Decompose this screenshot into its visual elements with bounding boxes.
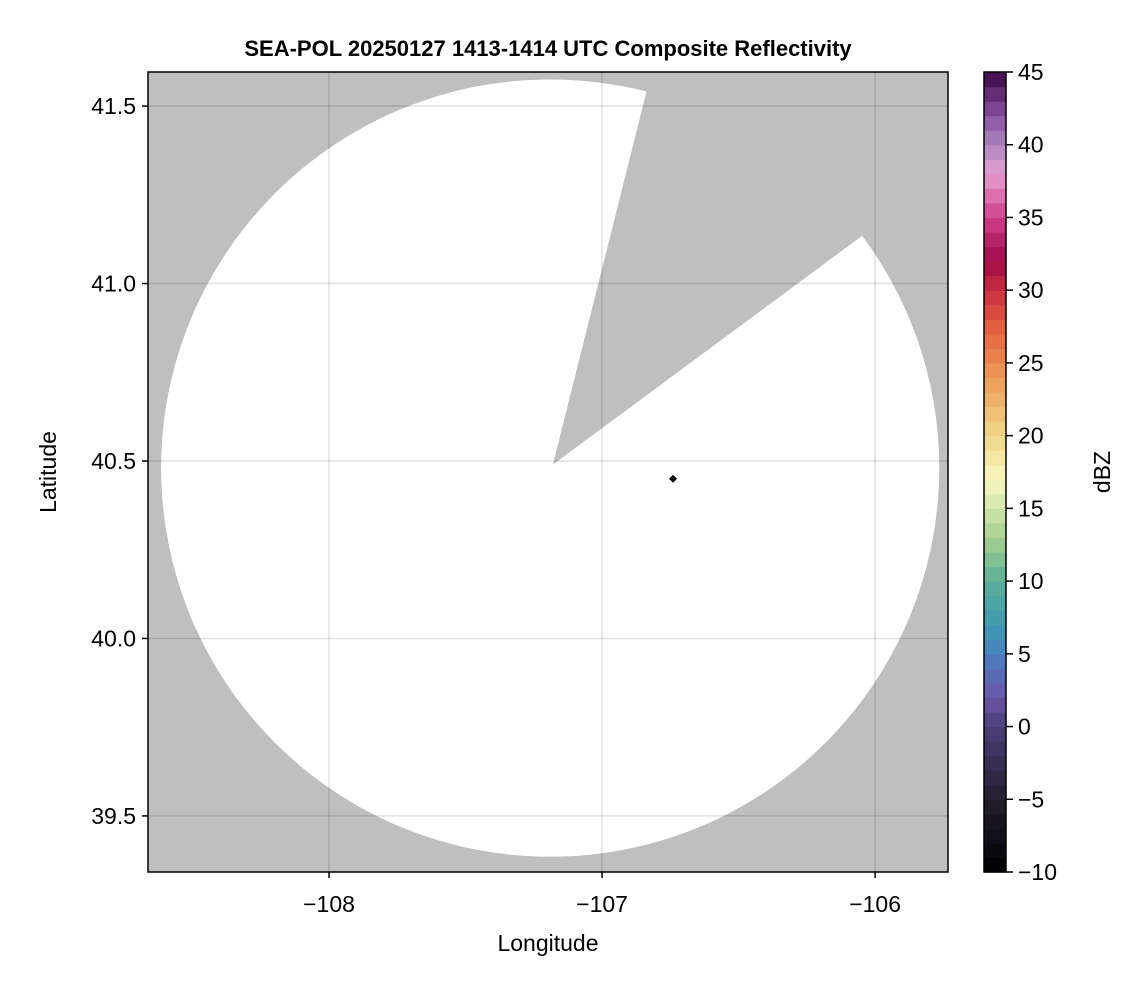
colorbar-bin [984,726,1006,742]
colorbar-bin [984,566,1006,582]
colorbar-bin [984,130,1006,146]
colorbar-bin [984,377,1006,393]
colorbar-bin [984,813,1006,829]
colorbar-tick-label: 35 [1018,204,1044,230]
y-tick-label: 41.5 [91,93,136,119]
colorbar-bin [984,435,1006,451]
colorbar-bin [984,624,1006,640]
x-tick-label: −106 [849,891,901,917]
plot-area [148,72,948,872]
colorbar-label: dBZ [1089,451,1115,493]
colorbar-tick-label: 5 [1018,641,1031,667]
colorbar-bin [984,275,1006,291]
colorbar-tick-label: 0 [1018,714,1031,740]
colorbar-bin [984,348,1006,364]
y-tick-label: 41.0 [91,271,136,297]
x-axis-label: Longitude [497,930,598,956]
colorbar-bin [984,406,1006,422]
colorbar-tick-label: −10 [1018,859,1057,885]
colorbar-bin [984,741,1006,757]
colorbar-bin [984,784,1006,800]
colorbar-bin [984,653,1006,669]
blocked-sector [552,72,948,465]
colorbar-bin [984,319,1006,335]
colorbar-tick-label: 10 [1018,568,1044,594]
colorbar-bin [984,610,1006,626]
colorbar-bin [984,362,1006,379]
colorbar-tick-label: 30 [1018,277,1044,303]
y-tick-label: 40.5 [91,448,136,474]
colorbar-tick-label: 45 [1018,59,1044,85]
colorbar-bin [984,668,1006,684]
colorbar-tick-label: 20 [1018,423,1044,449]
colorbar-frame [983,71,1007,873]
colorbar-bin [984,697,1006,713]
colorbar-bin [984,828,1006,844]
colorbar-bin [984,799,1006,815]
colorbar-tick-label: 40 [1018,132,1044,158]
colorbar-bin [984,508,1006,524]
radar-site-marker [669,474,678,483]
colorbar-bin [984,202,1006,219]
colorbar-tick-label: 25 [1018,350,1044,376]
colorbar-bin [984,392,1006,408]
y-axis: 39.5 40.0 40.5 41.0 41.5 [91,93,148,829]
colorbar-bin [984,232,1006,248]
colorbar-bin [984,304,1006,320]
colorbar-bin [984,770,1006,786]
colorbar-bin [984,333,1006,349]
colorbar-bin [984,217,1006,233]
colorbar-bin [984,115,1006,131]
colorbar-bin [984,595,1006,611]
chart-title: SEA-POL 20250127 1413-1414 UTC Composite… [244,36,852,61]
colorbar-bin [984,682,1006,699]
colorbar: −10 −5 0 5 10 15 20 25 30 35 40 45 [983,59,1057,885]
colorbar-bin [984,144,1006,160]
colorbar-bin [984,173,1006,189]
x-tick-label: −107 [576,891,628,917]
colorbar-bin [984,72,1006,88]
colorbar-bin [984,842,1006,859]
y-tick-label: 40.0 [91,625,136,651]
colorbar-bin [984,479,1006,495]
colorbar-bin [984,522,1006,539]
x-axis: −108 −107 −106 [303,872,901,917]
colorbar-bin [984,421,1006,437]
colorbar-bin [984,188,1006,204]
y-axis-label: Latitude [35,431,61,513]
colorbar-bin [984,159,1006,175]
colorbar-bin [984,450,1006,466]
colorbar-bin [984,755,1006,771]
colorbar-bin [984,261,1006,277]
colorbar-bin [984,493,1006,509]
colorbar-tick-label: −5 [1018,786,1044,812]
colorbar-bin [984,712,1006,728]
plot-frame [147,71,949,873]
y-tick-label: 39.5 [91,803,136,829]
colorbar-tick-label: 15 [1018,495,1044,521]
colorbar-bin [984,464,1006,480]
colorbar-bin [984,581,1006,597]
colorbar-bin [984,537,1006,553]
colorbar-bin [984,86,1006,102]
x-tick-label: −108 [303,891,355,917]
colorbar-bin [984,639,1006,655]
colorbar-bin [984,246,1006,262]
colorbar-bin [984,552,1006,568]
colorbar-bin [984,290,1006,306]
colorbar-bin [984,101,1006,117]
colorbar-bin [984,857,1006,873]
